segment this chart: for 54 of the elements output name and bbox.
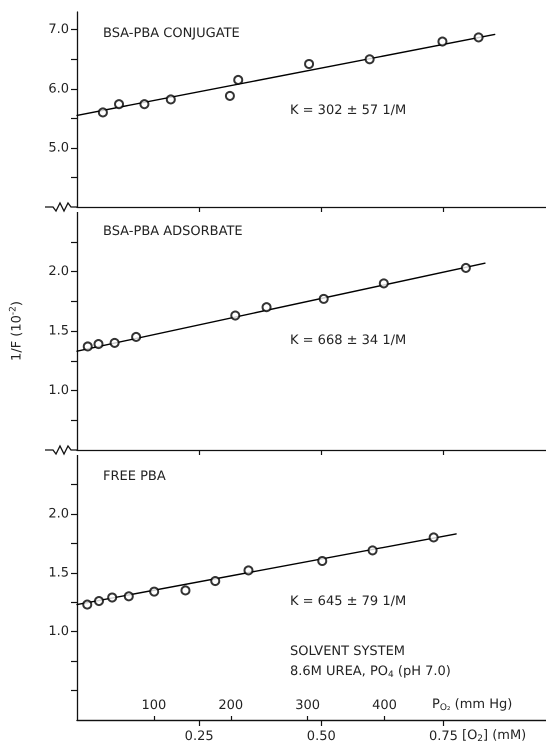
y-axis-title: 1/F (10-2) [8,301,24,361]
x-tick-label: 0.25 [184,729,214,744]
point [98,107,108,118]
point [428,532,439,542]
y-tick-label: 1.5 [48,565,69,580]
point [149,586,160,597]
y-tick-label: 2.0 [48,264,69,279]
point [233,74,244,85]
y-tick-label: 7.0 [48,22,69,38]
y-tick-label: 5.0 [48,140,69,156]
point [131,332,142,342]
y-tick-label: 1.0 [48,383,69,398]
point [107,592,118,603]
point [378,278,389,288]
text: FREE PBA [103,469,166,484]
point [304,59,314,69]
point [368,545,378,556]
x2-tick-label: 200 [218,698,244,713]
point [110,338,120,348]
x2-tick-label: 300 [295,698,320,713]
point [180,585,190,596]
annotation: K = 668 ± 34 1/M [290,333,406,348]
x-tick-label: 0.50 [306,729,336,744]
point [318,294,329,304]
point [262,302,272,312]
point [210,576,220,586]
point [166,94,176,104]
x2-tick-label: 400 [372,698,397,713]
point [364,54,375,64]
point [230,310,240,321]
point [460,262,471,273]
point [474,32,484,42]
point [124,591,134,602]
point [224,90,235,101]
point [437,36,448,47]
text: BSA-PBA ADSORBATE [103,224,243,239]
x-tick-label: 0.75 [428,729,458,744]
y-tick-label: 1.5 [48,324,69,338]
text: BSA-PBA CONJUGATE [103,26,240,41]
y-tick-label: 1.0 [48,624,69,640]
point [94,596,104,606]
point [94,339,104,350]
point [82,341,93,352]
point [243,565,254,576]
point [82,600,92,610]
y-tick-label: 2.0 [48,506,69,522]
y-tick-label: 6.0 [48,81,69,96]
annotation: K = 645 ± 79 1/M [290,594,406,609]
annotation: SOLVENT SYSTEM [290,644,406,659]
point [114,99,124,110]
x2-tick-label: 100 [141,698,166,713]
point [139,99,150,110]
annotation: K = 302 ± 57 1/M [290,103,406,118]
point [317,556,328,566]
